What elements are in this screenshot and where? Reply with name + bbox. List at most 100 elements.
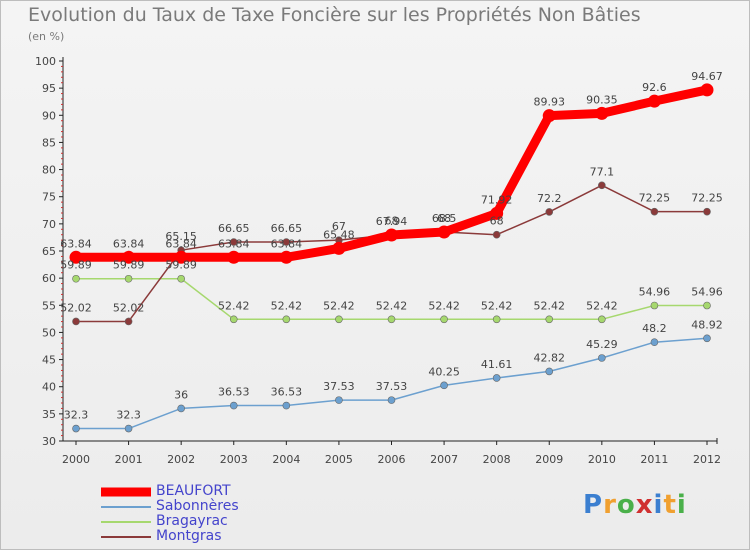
- y-minor-tick: [61, 321, 63, 323]
- y-minor-tick: [61, 326, 63, 328]
- data-point: [282, 315, 291, 324]
- y-tick-label: 35: [42, 408, 56, 421]
- data-label: 63.84: [60, 237, 92, 250]
- x-tick-label: 2000: [62, 453, 90, 466]
- data-point: [703, 334, 711, 343]
- y-tick-label: 40: [42, 381, 56, 394]
- legend-item: Montgras: [101, 529, 301, 544]
- data-point: [332, 241, 346, 255]
- x-tick-label: 2006: [378, 453, 406, 466]
- data-point: [335, 396, 343, 404]
- series-layer: [69, 83, 714, 433]
- legend: BEAUFORT Sabonnères Bragayrac Montgras: [101, 484, 301, 544]
- y-minor-tick: [61, 131, 63, 133]
- legend-swatch: [101, 487, 151, 496]
- legend-label: Montgras: [156, 528, 222, 544]
- y-minor-tick: [61, 217, 63, 219]
- data-point: [650, 207, 659, 216]
- legend-item: BEAUFORT: [101, 484, 301, 499]
- data-label: 52.42: [428, 299, 460, 312]
- y-minor-tick: [61, 435, 63, 437]
- y-minor-tick: [61, 65, 63, 67]
- data-point: [229, 238, 238, 246]
- y-minor-tick: [61, 136, 63, 138]
- y-minor-tick: [61, 71, 63, 73]
- data-label: 54.96: [691, 286, 723, 299]
- y-minor-tick: [61, 190, 63, 192]
- y-tick-label: 55: [42, 299, 56, 312]
- data-point: [440, 381, 448, 390]
- y-minor-tick: [61, 369, 63, 371]
- data-label: 72.2: [537, 192, 562, 205]
- y-minor-tick: [61, 407, 63, 409]
- data-point: [545, 315, 554, 324]
- y-minor-tick: [61, 429, 63, 431]
- data-point: [440, 315, 448, 324]
- y-minor-tick: [61, 288, 63, 290]
- data-label: 52.42: [218, 299, 250, 312]
- data-label: 89.93: [534, 96, 566, 109]
- logo-letter: r: [603, 490, 617, 520]
- data-point: [177, 404, 185, 413]
- data-label: 37.53: [376, 380, 408, 393]
- data-point: [174, 250, 188, 264]
- x-tick-label: 2010: [588, 453, 616, 466]
- y-minor-tick: [61, 261, 63, 263]
- data-point: [282, 238, 291, 246]
- data-label: 72.25: [639, 192, 671, 205]
- y-minor-tick: [61, 283, 63, 285]
- y-minor-tick: [61, 103, 63, 105]
- data-label: 65.15: [165, 230, 197, 243]
- y-tick-label: 100: [35, 55, 56, 68]
- data-point: [282, 401, 291, 410]
- y-minor-tick: [61, 125, 63, 127]
- data-label: 36.53: [218, 386, 250, 399]
- data-point: [124, 317, 133, 326]
- y-minor-tick: [61, 266, 63, 268]
- x-tick-label: 2011: [640, 453, 668, 466]
- legend-label: Sabonnères: [156, 498, 239, 514]
- data-label: 52.42: [534, 299, 566, 312]
- y-minor-tick: [61, 364, 63, 366]
- data-label: 59.89: [165, 259, 197, 272]
- y-minor-tick: [61, 120, 63, 122]
- y-minor-tick: [61, 272, 63, 274]
- legend-swatch: [101, 505, 151, 508]
- data-point: [72, 274, 80, 283]
- data-label: 36.53: [271, 386, 303, 399]
- data-label: 52.02: [60, 301, 92, 314]
- y-minor-tick: [61, 158, 63, 160]
- logo-letter: t: [663, 490, 677, 520]
- data-label: 68.5: [432, 212, 457, 225]
- chart-subtitle: (en %): [28, 30, 65, 43]
- data-point: [387, 396, 396, 404]
- x-tick-label: 2007: [430, 453, 458, 466]
- y-minor-tick: [61, 293, 63, 295]
- y-tick-label: 95: [42, 82, 56, 95]
- data-label: 52.42: [376, 299, 408, 312]
- data-point: [492, 374, 501, 382]
- data-label: 77.1: [590, 165, 615, 178]
- y-tick-label: 80: [42, 164, 56, 177]
- y-minor-tick: [61, 342, 63, 344]
- y-minor-tick: [61, 109, 63, 111]
- data-point: [279, 250, 293, 264]
- y-minor-tick: [61, 179, 63, 181]
- y-tick-label: 85: [42, 136, 56, 149]
- data-label: 36: [174, 388, 188, 401]
- data-point: [335, 315, 343, 324]
- y-minor-tick: [61, 391, 63, 393]
- logo-letter: i: [653, 490, 664, 520]
- y-tick-label: 45: [42, 354, 56, 367]
- data-point: [650, 338, 659, 347]
- x-tick-label: 2005: [325, 453, 353, 466]
- data-label: 52.42: [271, 299, 303, 312]
- data-label: 71.92: [481, 193, 513, 206]
- legend-swatch: [101, 520, 151, 523]
- data-point: [703, 301, 711, 310]
- data-label: 90.35: [586, 93, 618, 106]
- data-label: 66.65: [218, 222, 250, 235]
- data-point: [387, 315, 396, 324]
- y-minor-tick: [61, 93, 63, 95]
